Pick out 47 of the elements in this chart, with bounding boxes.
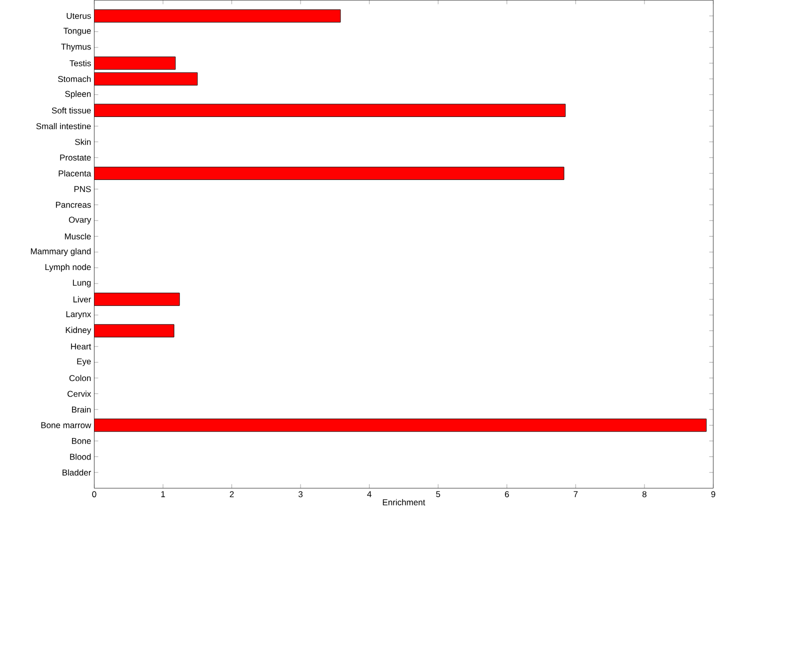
y-tick-label: Heart xyxy=(71,344,92,350)
x-tick-label: 9 xyxy=(711,491,716,498)
y-tick-label: Muscle xyxy=(64,233,91,240)
x-tick-label: 3 xyxy=(298,491,303,498)
x-tick-label: 0 xyxy=(92,491,96,498)
y-tick-label: Thymus xyxy=(61,44,91,52)
y-tick-label: Larynx xyxy=(66,311,92,319)
y-tick-label: Bone marrow xyxy=(41,422,92,428)
x-axis-title: Enrichment xyxy=(382,499,426,506)
y-tick-label: PNS xyxy=(74,186,91,192)
y-tick-label: Lung xyxy=(72,280,91,288)
x-tick-label: 6 xyxy=(504,491,509,498)
y-tick-label: Tongue xyxy=(64,28,91,36)
x-tick-label: 5 xyxy=(436,491,440,498)
bar xyxy=(94,324,174,338)
y-tick-label: Testis xyxy=(70,60,91,66)
bar xyxy=(94,72,198,86)
y-tick-label: Colon xyxy=(69,374,91,382)
x-tick-label: 1 xyxy=(161,491,165,498)
y-tick-label: Bladder xyxy=(62,469,92,476)
y-tick-label: Brain xyxy=(72,406,91,413)
bar xyxy=(94,56,176,70)
x-tick-label: 2 xyxy=(230,491,234,498)
y-tick-label: Blood xyxy=(70,454,91,460)
y-tick-label: Placenta xyxy=(58,170,92,177)
bar xyxy=(94,9,341,23)
y-tick-label: Prostate xyxy=(60,154,91,161)
y-tick-label: Pancreas xyxy=(56,202,91,208)
y-tick-label: Lymph node xyxy=(45,264,91,272)
y-tick-label: Mammary gland xyxy=(30,248,91,256)
y-tick-label: Spleen xyxy=(65,90,91,99)
y-tick-label: Kidney xyxy=(66,326,92,335)
y-tick-label: Small intestine xyxy=(36,123,91,130)
y-tick-label: Cervix xyxy=(68,390,92,397)
x-tick-label: 4 xyxy=(367,491,372,498)
y-tick-label: Liver xyxy=(73,296,92,302)
y-tick-label: Skin xyxy=(75,138,91,146)
bar xyxy=(94,418,707,432)
y-tick-label: Stomach xyxy=(58,76,91,82)
y-tick-label: Soft tissue xyxy=(52,107,91,114)
bar xyxy=(94,292,180,306)
y-tick-label: Bone xyxy=(72,438,91,444)
x-tick-label: 7 xyxy=(574,491,578,498)
y-tick-label: Uterus xyxy=(66,13,91,19)
y-tick-label: Eye xyxy=(77,358,91,366)
x-tick-label: 8 xyxy=(642,491,646,498)
y-tick-label: Ovary xyxy=(68,216,92,224)
